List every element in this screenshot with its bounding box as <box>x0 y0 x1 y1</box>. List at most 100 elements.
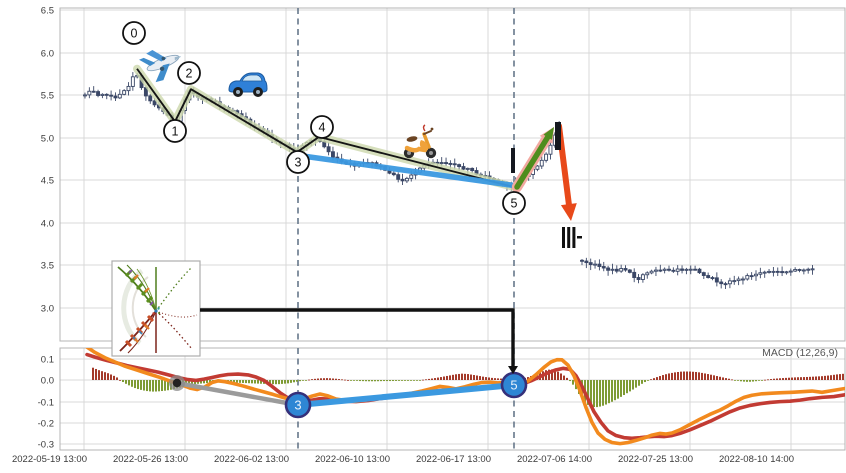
macd-gray-trend-line[interactable] <box>174 380 301 408</box>
down-red-arrow-head[interactable] <box>560 203 577 221</box>
candle-body <box>810 268 815 271</box>
wave-label-circle[interactable] <box>122 21 146 45</box>
macd-histogram-bar <box>494 378 496 380</box>
macd-histogram-bar <box>818 376 820 380</box>
macd-series <box>85 348 845 446</box>
candle-body <box>745 275 750 280</box>
candle-body <box>584 260 589 264</box>
candle-body <box>104 93 109 96</box>
macd-histogram-bar <box>431 378 433 380</box>
macd-label-circle[interactable] <box>284 391 312 419</box>
macd-histogram-bar <box>755 380 757 382</box>
macd-histogram-bar <box>803 377 805 380</box>
candle-body <box>671 269 676 272</box>
candle-body <box>452 163 457 166</box>
candle-body <box>614 268 619 272</box>
candle-body <box>544 153 549 161</box>
candle-body <box>710 277 715 280</box>
macd-histogram-bar <box>287 380 289 384</box>
price-axis-tick-label: 4.5 <box>41 175 54 186</box>
macd-circle-number: 3 <box>294 398 301 413</box>
macd-histogram-bar <box>194 380 196 385</box>
macd-histogram-bar <box>209 380 211 383</box>
macd-histogram-bar <box>659 376 661 380</box>
pause-marker-bar[interactable] <box>572 227 576 248</box>
candle-body <box>444 162 448 164</box>
candle-body <box>645 272 650 276</box>
price-trend-line[interactable] <box>297 152 516 189</box>
macd-histogram-bar <box>752 380 754 382</box>
wave-label-circle[interactable] <box>310 115 334 139</box>
candle-body <box>788 270 793 273</box>
macd-histogram-bar <box>161 380 163 392</box>
candle-body <box>91 90 96 93</box>
panel-borders <box>59 7 846 451</box>
macd-histogram-bar <box>92 367 94 380</box>
macd-histogram-bar <box>656 377 658 380</box>
candle-body <box>749 275 754 278</box>
macd-panel-border <box>59 347 846 451</box>
macd-histogram-bar <box>233 380 235 383</box>
macd-histogram-bar <box>740 380 742 382</box>
inset-pattern-image <box>112 261 200 356</box>
macd-histogram-bar <box>593 380 595 407</box>
macd-histogram-bar <box>668 373 670 380</box>
candle-body <box>396 174 401 180</box>
elliott-zigzag-line[interactable] <box>136 68 515 189</box>
macd-histogram-bar <box>821 376 823 380</box>
macd-histogram-bar <box>629 380 631 392</box>
candle-body <box>391 172 396 176</box>
candle-body <box>693 268 698 271</box>
macd-histogram-bar <box>713 375 715 380</box>
candle-body <box>793 269 798 272</box>
candle-body <box>96 91 101 96</box>
inset-thumbnail[interactable] <box>112 261 200 356</box>
macd-histogram-bar <box>377 380 379 382</box>
car-icon[interactable] <box>228 72 268 98</box>
x-axis-tick-label: 2022-08-10 14:00 <box>719 454 794 465</box>
macd-histogram-bar <box>308 379 310 381</box>
scooter-icon[interactable] <box>404 125 436 158</box>
macd-histogram-bar <box>455 374 457 380</box>
macd-label-circle[interactable] <box>500 371 528 399</box>
macd-histogram-bar <box>782 378 784 380</box>
pause-marker-bar[interactable] <box>567 227 571 248</box>
macd-histogram-bar <box>650 379 652 381</box>
candle-body <box>83 94 87 97</box>
macd-histogram-bar <box>665 374 667 380</box>
macd-histogram-bar <box>833 374 835 380</box>
candle-body <box>775 270 780 273</box>
candle-body <box>806 268 811 271</box>
price-annotations: 0 1 2 3 4 5 <box>122 21 582 248</box>
pause-marker-tick[interactable] <box>577 236 582 239</box>
macd-histogram-bar <box>389 380 391 382</box>
macd-histogram-bar <box>248 380 250 384</box>
gray-dot[interactable] <box>172 378 182 388</box>
candle-body <box>588 262 593 266</box>
up-green-arrow-head[interactable] <box>543 127 554 140</box>
macd-histogram-bar <box>125 380 127 384</box>
macd-histogram-bar <box>815 376 817 380</box>
candle-body <box>331 151 335 158</box>
candle-body <box>688 268 693 271</box>
candle-body <box>126 85 131 92</box>
macd-histogram-bar <box>470 374 472 380</box>
wave-label-circle[interactable] <box>163 119 187 143</box>
candle-body <box>784 271 789 274</box>
macd-blue-trend-line[interactable] <box>295 382 517 408</box>
up-green-arrow-shaft[interactable] <box>514 134 551 190</box>
macd-histogram-bar <box>443 376 445 380</box>
macd-histogram-bar <box>824 375 826 380</box>
candle-body <box>767 270 771 273</box>
macd-histogram-bar <box>128 380 130 386</box>
pause-marker-bar[interactable] <box>562 227 565 248</box>
wave-label-circle[interactable] <box>286 150 310 174</box>
connector-arrow[interactable] <box>200 308 518 374</box>
macd-histogram-bar <box>254 380 256 384</box>
wave-label-circle[interactable] <box>177 61 201 85</box>
macd-histogram-bar <box>344 379 346 381</box>
wave-label-circle[interactable] <box>502 191 526 215</box>
macd-histogram-bar <box>635 380 637 388</box>
macd-histogram-bar <box>422 379 424 381</box>
